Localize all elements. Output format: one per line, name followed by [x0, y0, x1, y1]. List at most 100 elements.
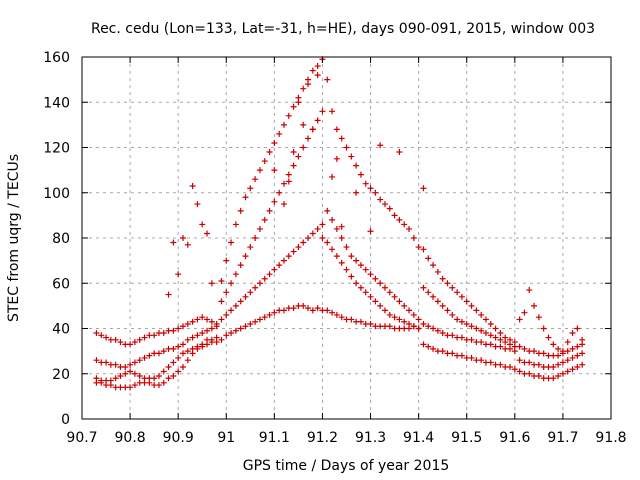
data-point [406, 225, 413, 232]
data-point [194, 201, 201, 208]
data-point [175, 368, 182, 375]
data-point [333, 126, 340, 133]
data-point [314, 117, 321, 124]
data-point [401, 221, 408, 228]
data-point [131, 359, 138, 366]
data-point [410, 311, 417, 318]
data-point [463, 298, 470, 305]
data-point [204, 230, 211, 237]
data-point [136, 357, 143, 364]
data-point [521, 345, 528, 352]
data-point [377, 302, 384, 309]
data-point [430, 325, 437, 332]
data-point [468, 302, 475, 309]
data-point [179, 323, 186, 330]
data-point [179, 350, 186, 357]
data-point [300, 85, 307, 92]
data-point [252, 176, 259, 183]
data-point [348, 253, 355, 260]
data-point [516, 368, 523, 375]
y-tick-label: 60 [52, 276, 70, 292]
data-point [151, 332, 158, 339]
data-point [420, 341, 427, 348]
data-point [401, 318, 408, 325]
data-point [290, 149, 297, 156]
data-point [314, 305, 321, 312]
data-point [425, 255, 432, 262]
data-point [151, 375, 158, 382]
data-point [194, 316, 201, 323]
data-point [555, 352, 562, 359]
data-point [261, 216, 268, 223]
data-point [155, 350, 162, 357]
data-point [228, 307, 235, 314]
data-point [439, 302, 446, 309]
data-point [579, 336, 586, 343]
data-point [487, 332, 494, 339]
data-point [526, 359, 533, 366]
data-point [439, 275, 446, 282]
data-point [319, 108, 326, 115]
data-point [136, 373, 143, 380]
data-point [324, 207, 331, 214]
data-point [213, 320, 220, 327]
data-point [223, 257, 230, 264]
data-point [333, 253, 340, 260]
data-point [569, 330, 576, 337]
data-point [237, 298, 244, 305]
data-point [309, 67, 316, 74]
data-point [357, 284, 364, 291]
data-point [223, 289, 230, 296]
data-point [386, 323, 393, 330]
data-point [112, 336, 119, 343]
data-point [439, 348, 446, 355]
data-point [122, 363, 129, 370]
data-point [343, 144, 350, 151]
data-point [338, 223, 345, 230]
data-point [170, 239, 177, 246]
x-tick-label: 91.3 [355, 430, 386, 446]
data-point [425, 323, 432, 330]
y-tick-label: 40 [52, 322, 70, 338]
data-point [449, 350, 456, 357]
y-tick-label: 100 [43, 186, 70, 202]
data-point [329, 246, 336, 253]
data-point [117, 373, 124, 380]
data-point [357, 171, 364, 178]
data-point [266, 207, 273, 214]
data-point [285, 178, 292, 185]
x-tick-label: 91.4 [403, 430, 434, 446]
data-point [103, 334, 110, 341]
data-point [473, 325, 480, 332]
data-point [232, 271, 239, 278]
data-point [574, 343, 581, 350]
data-point [160, 368, 167, 375]
data-point [377, 280, 384, 287]
data-point [165, 375, 172, 382]
data-point [179, 235, 186, 241]
data-point [131, 382, 138, 389]
data-point [319, 221, 326, 228]
data-point [252, 235, 259, 241]
data-point [362, 180, 369, 187]
data-point [179, 363, 186, 370]
data-point [362, 289, 369, 296]
data-point [458, 352, 465, 359]
data-point [487, 359, 494, 366]
data-point [285, 171, 292, 178]
data-point [305, 135, 312, 142]
data-point [271, 198, 278, 205]
data-point [430, 293, 437, 300]
data-point [516, 357, 523, 364]
data-point [295, 153, 302, 160]
data-point [391, 314, 398, 321]
data-point [338, 235, 345, 241]
data-point [314, 225, 321, 232]
data-point [415, 325, 422, 332]
data-point [478, 339, 485, 346]
data-point [396, 298, 403, 305]
data-point [545, 334, 552, 341]
data-point [559, 348, 566, 355]
data-point [199, 221, 206, 228]
data-point [93, 375, 100, 382]
